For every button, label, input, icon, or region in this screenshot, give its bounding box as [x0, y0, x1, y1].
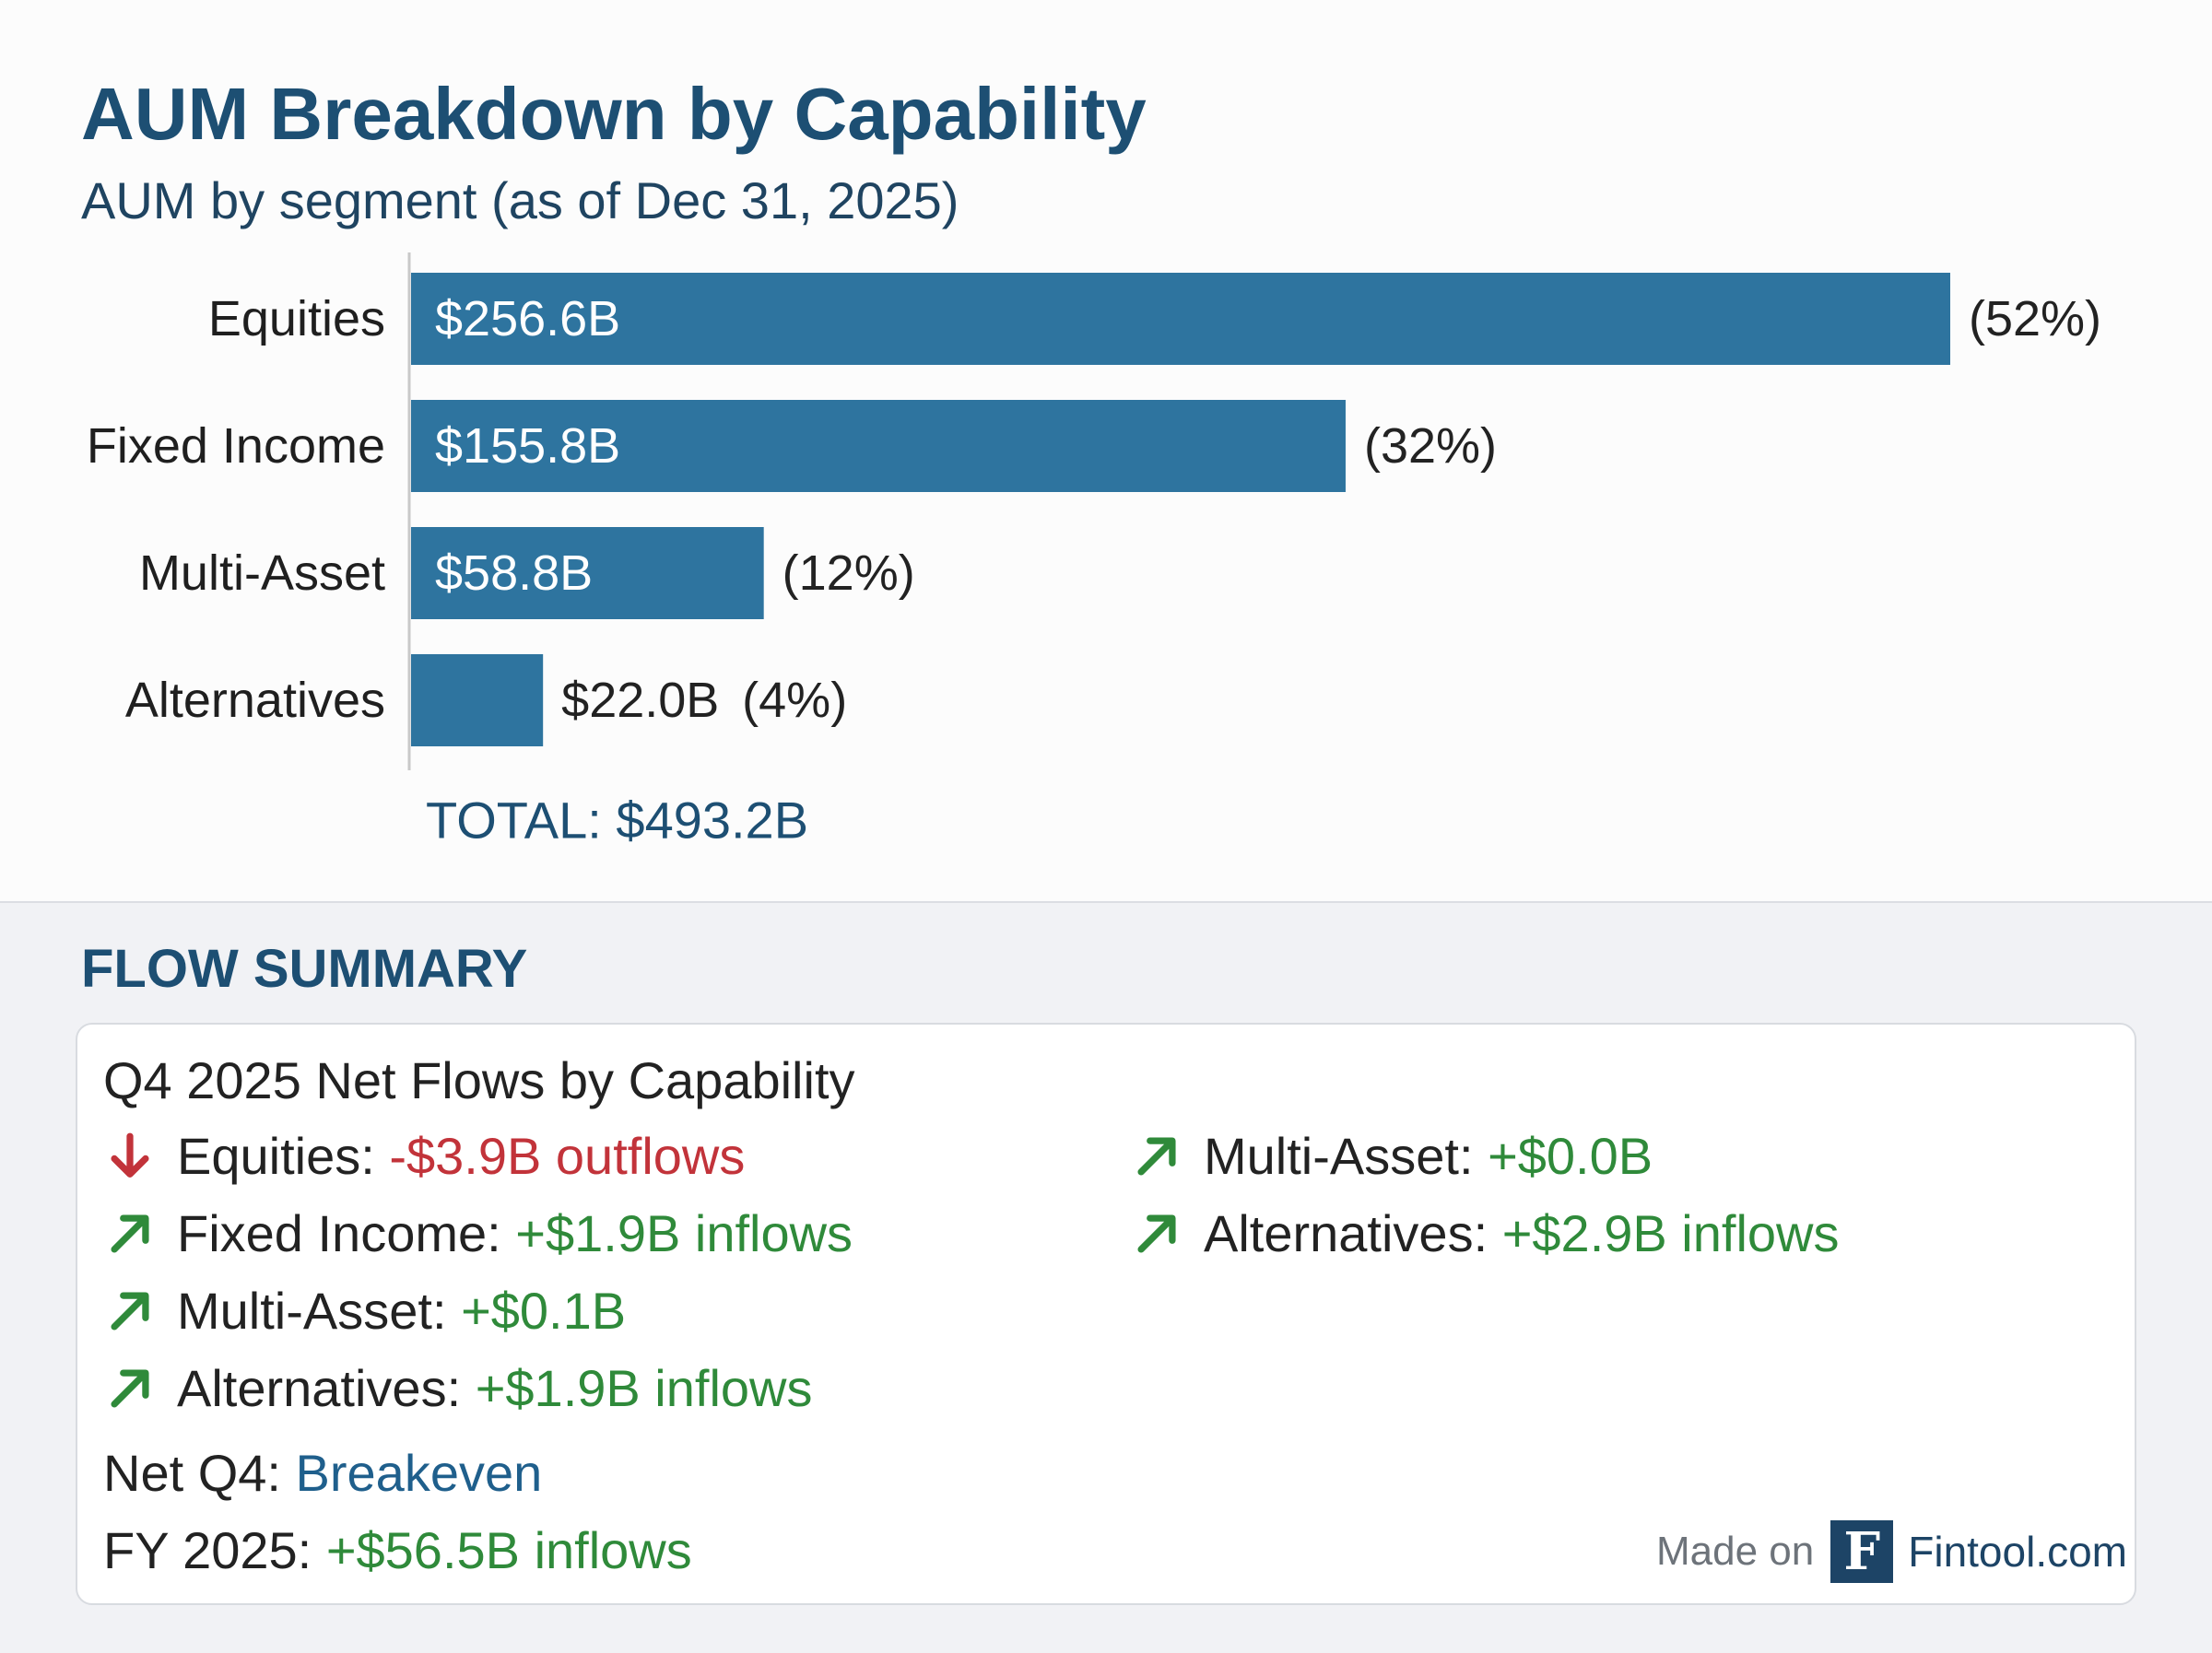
- flow-row-fixed-income: Fixed Income: +$1.9B inflows: [103, 1203, 853, 1263]
- arrow-up-right-icon: [1137, 1136, 1176, 1176]
- percent-label: (32%): [1364, 418, 1497, 474]
- arrow-down-icon: [111, 1132, 149, 1178]
- percent-label: (12%): [782, 545, 915, 601]
- flow-summary-heading: FLOW SUMMARY: [81, 939, 528, 999]
- fintool-brand-link[interactable]: Fintool.com: [1908, 1528, 2127, 1576]
- value-label: $22.0B: [561, 673, 719, 728]
- value-label: $256.6B: [435, 291, 620, 346]
- chart-title: AUM Breakdown by Capability: [81, 73, 1147, 155]
- category-label: Multi-Asset: [139, 545, 385, 601]
- net-q4-label: Net Q4:: [103, 1444, 281, 1502]
- fy-row: FY 2025: +$56.5B inflows: [103, 1520, 692, 1580]
- percent-label: (4%): [742, 673, 847, 728]
- made-on-text: Made on: [1656, 1529, 1815, 1574]
- flow-value: +$2.9B inflows: [1501, 1204, 1840, 1262]
- flow-value: +$1.9B inflows: [515, 1204, 853, 1262]
- made-on-badge[interactable]: Made on F Fintool.com: [1656, 1520, 2127, 1583]
- arrow-up-right-icon: [111, 1213, 149, 1253]
- flow-card-title: Q4 2025 Net Flows by Capability: [103, 1051, 855, 1109]
- fintool-logo-icon: F: [1830, 1520, 1894, 1583]
- flow-label: Alternatives:: [177, 1359, 462, 1417]
- flow-summary-card: Q4 2025 Net Flows by Capability Equities…: [76, 1023, 2136, 1605]
- percent-label: (52%): [1969, 291, 2101, 346]
- flow-row-alternatives: Alternatives: +$1.9B inflows: [103, 1358, 812, 1418]
- flow-label: Fixed Income:: [177, 1204, 501, 1262]
- total-label: TOTAL: $493.2B: [426, 791, 808, 850]
- bar: [411, 273, 1950, 365]
- flow-row-multi-asset: Multi-Asset: +$0.1B: [103, 1281, 626, 1341]
- arrow-up-right-icon: [1137, 1213, 1176, 1253]
- flow-value: -$3.9B outflows: [389, 1127, 746, 1185]
- bar: [411, 654, 544, 746]
- net-q4-value: Breakeven: [295, 1444, 543, 1502]
- value-label: $58.8B: [435, 545, 593, 601]
- aum-bar-chart: Equities $256.6B (52%) Fixed Income $155.8B (…: [87, 252, 2101, 850]
- flow-value: +$1.9B inflows: [475, 1359, 813, 1417]
- bar: [411, 527, 764, 619]
- category-label: Fixed Income: [87, 418, 385, 474]
- flow-value: +$0.0B: [1488, 1127, 1653, 1185]
- arrow-up-right-icon: [111, 1291, 149, 1331]
- net-q4-row: Net Q4: Breakeven: [103, 1443, 542, 1503]
- fy-label: FY 2025:: [103, 1521, 312, 1579]
- arrow-up-right-icon: [111, 1368, 149, 1408]
- flow-row-equities: Equities: -$3.9B outflows: [103, 1126, 745, 1186]
- chart-subtitle: AUM by segment (as of Dec 31, 2025): [81, 171, 959, 229]
- flow-value: +$0.1B: [461, 1282, 627, 1340]
- bar: [411, 400, 1346, 492]
- category-label: Equities: [208, 291, 385, 346]
- value-label: $155.8B: [435, 418, 620, 474]
- category-label: Alternatives: [125, 673, 385, 728]
- flow-label: Multi-Asset:: [1204, 1127, 1474, 1185]
- fy-value: +$56.5B inflows: [325, 1521, 692, 1579]
- flow-label: Alternatives:: [1204, 1204, 1488, 1262]
- flow-row-multi-asset-2: Multi-Asset: +$0.0B: [1130, 1126, 1653, 1186]
- flow-label: Equities:: [177, 1127, 375, 1185]
- flow-label: Multi-Asset:: [177, 1282, 447, 1340]
- flow-row-alternatives-2: Alternatives: +$2.9B inflows: [1130, 1203, 1839, 1263]
